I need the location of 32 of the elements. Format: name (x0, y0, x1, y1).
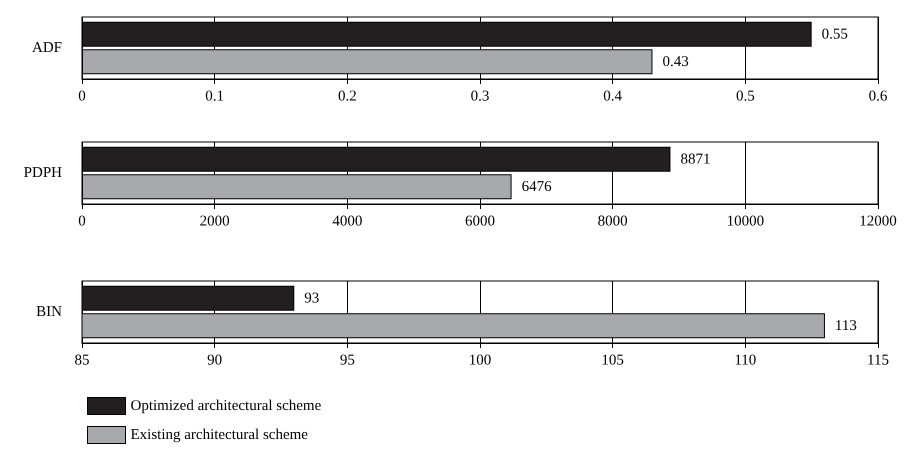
x-tick-label: 85 (74, 352, 90, 368)
data-label: 8871 (680, 151, 710, 168)
x-tick-label: 12000 (859, 214, 897, 230)
x-tick-label: 0.1 (205, 88, 224, 104)
x-tick-label: 0.6 (868, 88, 888, 104)
legend-label: Optimized architectural scheme (130, 398, 322, 414)
x-tick-label: 2000 (200, 214, 230, 230)
y-tick-label: ADF (32, 40, 62, 56)
x-tick-label: 115 (867, 352, 889, 368)
x-tick-label: 105 (601, 352, 624, 368)
data-label: 6476 (522, 178, 552, 195)
x-tick-label: 6000 (465, 214, 495, 230)
x-tick-label: 10000 (726, 214, 764, 230)
data-label: 93 (304, 290, 320, 306)
x-tick-label: 0.2 (338, 88, 357, 104)
data-label: 0.55 (822, 26, 848, 42)
x-tick-label: 0.5 (736, 88, 755, 104)
x-tick-label: 100 (468, 352, 492, 368)
legend-label: Existing architectural scheme (130, 427, 308, 443)
data-label: 0.43 (662, 54, 689, 70)
x-tick-label: 0 (78, 88, 86, 104)
x-tick-label: 0.4 (603, 88, 623, 104)
y-tick-label: PDPH (24, 165, 62, 181)
y-tick-label: BIN (36, 304, 62, 320)
x-tick-label: 90 (207, 352, 222, 368)
x-tick-label: 110 (734, 352, 756, 368)
x-tick-label: 95 (340, 352, 355, 368)
x-tick-label: 0 (78, 214, 86, 230)
x-tick-label: 4000 (332, 214, 362, 230)
x-tick-label: 8000 (598, 214, 628, 230)
data-label: 113 (834, 318, 857, 334)
x-tick-label: 0.3 (470, 88, 490, 104)
